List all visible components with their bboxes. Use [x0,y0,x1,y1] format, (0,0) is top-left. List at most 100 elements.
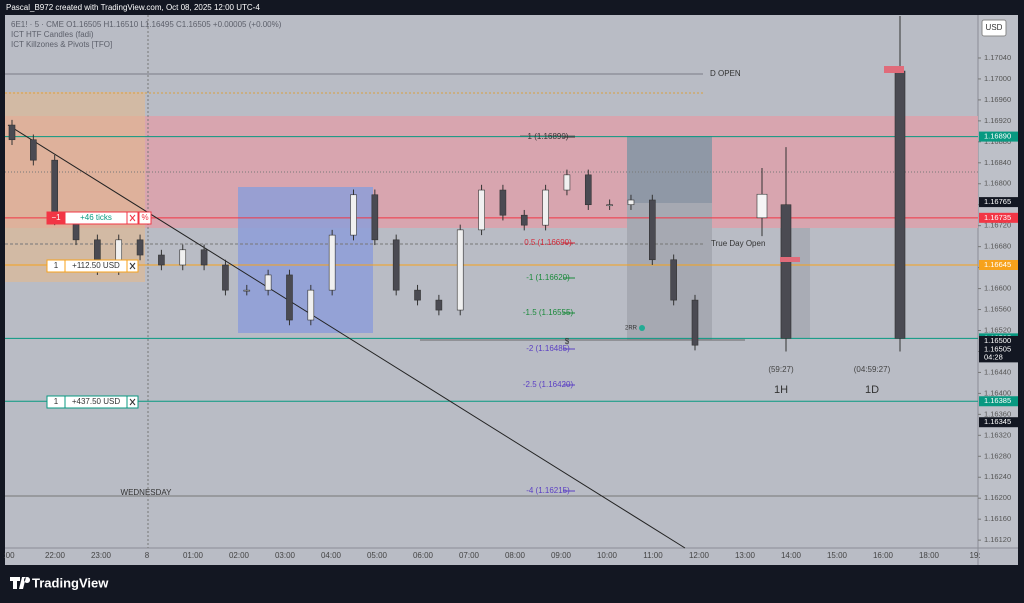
fib-label: -1 (1.16620) [526,273,570,282]
price-tag-label: 1.16735 [984,213,1011,222]
x-tick-label: 07:00 [459,551,480,560]
candle-body [51,159,58,221]
price-tag [979,131,1018,142]
candle-body [30,139,37,161]
logo-icon [10,577,31,589]
y-tick-label: 1.16720 [984,221,1011,230]
fib-label: -4 (1.16215) [526,486,570,495]
legend-line: ICT HTF Candles (fadi) [11,30,94,39]
candle-body [414,289,421,301]
price-axis-bg [978,15,1018,548]
x-tick-label: 05:00 [367,551,388,560]
header-title: Pascal_B972 created with TradingView.com… [6,3,260,12]
y-tick-label: 1.16920 [984,116,1011,125]
htf-label: (59:27) [768,365,794,374]
price-tag-label: 1.16345 [984,417,1011,426]
fib-label: -1.5 (1.16555) [523,308,574,317]
price-tag [979,212,1018,223]
candle-body [542,189,549,226]
extra-box [138,211,152,225]
price-tag [979,335,1018,346]
x-tick-label: :00 [3,551,15,560]
y-tick-label: 1.16360 [984,409,1011,418]
pnl: +112.50 USD [72,261,120,270]
candle-body [222,264,229,291]
candle-body [649,199,656,261]
reward-box [627,203,712,340]
legend-line: 6E1! · 5 · CME O1.16505 H1.16510 L1.1649… [11,20,282,29]
y-tick-label: 1.16200 [984,493,1011,502]
candle-body [371,194,379,241]
close-icon [129,398,136,406]
annotation: D OPEN [710,69,741,78]
x-tick-label: 13:00 [735,551,756,560]
candle-body [264,274,272,291]
annotation: 2RR [625,326,638,332]
x-tick-label: 09:00 [551,551,572,560]
candle-body [286,274,293,321]
x-tick-label: 19: [969,551,980,560]
htf-body [894,70,906,339]
x-tick-label: 18:00 [919,551,940,560]
candle-body [350,194,357,236]
fib-label: -2.5 (1.16420) [523,380,574,389]
candle-body [606,204,613,207]
x-tick-label: 06:00 [413,551,434,560]
pnl: +437.50 USD [72,397,120,406]
candle-body [563,174,571,191]
close-icon [129,214,136,222]
x-tick-label: 04:00 [321,551,342,560]
fib-label: -2 (1.16485) [526,344,570,353]
y-tick-label: 1.16160 [984,514,1011,523]
candle-body [158,254,165,266]
y-tick-label: 1.17000 [984,74,1011,83]
x-tick-label: 8 [145,551,150,560]
x-tick-label: 22:00 [45,551,66,560]
x-tick-label: 03:00 [275,551,296,560]
price-tag [979,197,1018,208]
y-tick-label: 1.16560 [984,305,1011,314]
close-icon [129,262,136,270]
htf-label: 1D [865,384,879,396]
price-tag-label: 1.16385 [984,396,1011,405]
price-tag [979,417,1018,428]
candle-body [670,259,677,301]
fib-label: 1 (1.16890) [528,132,569,141]
position-widget[interactable]: 1 +437.50 USD [46,395,139,409]
currency-box[interactable] [981,19,1007,37]
brand: TradingView [32,575,109,590]
qty: 1 [54,397,59,406]
x-tick-label: 11:00 [643,551,663,560]
htf-label: 1H [774,384,788,396]
risk-box [627,136,712,203]
x-tick-label: 10:00 [597,551,618,560]
x-tick-label: 23:00 [91,551,112,560]
y-tick-label: 1.16520 [984,325,1011,334]
candle-body [328,234,336,291]
candle-body [243,289,251,292]
candle-body [584,174,592,206]
pnl: +46 ticks [80,213,112,222]
position-widget[interactable]: 1 +112.50 USD [46,259,139,273]
position-widget[interactable]: −1 +46 ticks% [46,211,152,225]
candle-body [179,249,187,266]
x-tick-label: 16:00 [873,551,894,560]
x-tick-label: 02:00 [229,551,250,560]
annotation: $ [565,337,570,346]
price-tag [979,259,1018,270]
candle-body [307,289,315,321]
candle-body [478,189,485,231]
htf-body [780,204,792,339]
annotation: True Day Open [711,239,765,248]
y-tick-label: 1.16440 [984,367,1011,376]
y-tick-label: 1.16840 [984,158,1011,167]
candle-body [8,124,16,141]
fvg [780,257,800,262]
currency: USD [986,23,1003,32]
x-tick-label: 01:00 [183,551,204,560]
y-tick-label: 1.16600 [984,284,1011,293]
annotation: WEDNESDAY [121,488,173,497]
price-tag-label: 1.16500 [984,336,1011,345]
